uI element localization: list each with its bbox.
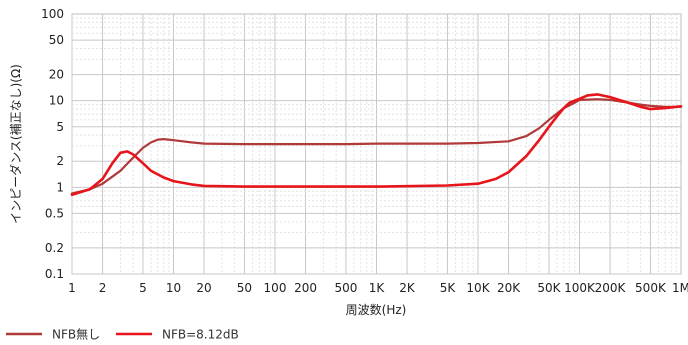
legend: NFB無し NFB=8.12dB: [6, 327, 239, 342]
y-tick-label: 0.2: [45, 241, 64, 255]
x-tick-label: 500K: [635, 281, 667, 295]
y-tick-label: 10: [49, 94, 64, 108]
y-tick-label: 20: [49, 68, 64, 82]
y-axis-label: インピーダンス(補正なし)(Ω): [8, 64, 23, 224]
x-tick-label: 200K: [595, 281, 627, 295]
y-tick-label: 0.5: [45, 206, 64, 220]
legend-label: NFB無し: [52, 327, 100, 342]
legend-label: NFB=8.12dB: [162, 328, 239, 342]
series-line: [70, 98, 683, 195]
y-tick-label: 2: [56, 154, 64, 168]
x-tick-label: 100: [264, 281, 287, 295]
x-tick-label: 20K: [497, 281, 521, 295]
x-tick-label: 1M: [672, 281, 688, 295]
y-tick-label: 1: [56, 180, 64, 194]
x-tick-label: 5K: [440, 281, 457, 295]
x-tick-label: 200: [294, 281, 317, 295]
series-line: [70, 93, 683, 197]
x-tick-label: 10: [166, 281, 181, 295]
y-tick-label: 100: [41, 7, 64, 21]
y-axis-ticks: 0.1 0.2 0.5 1 2 5 10 20 50 100: [41, 7, 64, 281]
x-tick-label: 1: [68, 281, 76, 295]
y-tick-label: 5: [56, 120, 64, 134]
x-tick-label: 20: [196, 281, 211, 295]
x-tick-label: 50: [237, 281, 252, 295]
x-tick-label: 2: [99, 281, 107, 295]
x-tick-label: 500: [334, 281, 357, 295]
x-tick-label: 1K: [369, 281, 386, 295]
x-tick-label: 100K: [564, 281, 596, 295]
x-tick-label: 2K: [399, 281, 416, 295]
series-lines: [70, 93, 683, 197]
x-tick-label: 50K: [537, 281, 561, 295]
y-tick-label: 50: [49, 33, 64, 47]
x-axis-label: 周波数(Hz): [346, 302, 407, 317]
y-tick-label: 0.1: [45, 267, 64, 281]
x-tick-label: 10K: [466, 281, 490, 295]
x-tick-label: 5: [139, 281, 147, 295]
x-axis-ticks: 1 2 5 10 20 50 100 200 500 1K 2K 5K 10K 20K 50K 100K 200…: [68, 281, 688, 295]
